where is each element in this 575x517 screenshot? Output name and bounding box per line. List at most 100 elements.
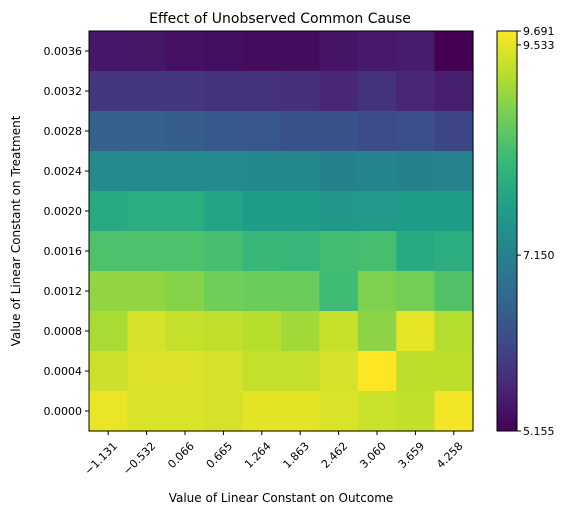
x-tick-label: 2.462 (319, 440, 350, 471)
heatmap-cell (127, 271, 167, 312)
colorbar-tick-label: 9.533 (523, 39, 555, 52)
heatmap-cell (127, 191, 167, 232)
heatmap-cell (396, 231, 436, 272)
heatmap-cell (281, 111, 320, 152)
heatmap-cell (242, 151, 282, 192)
x-tick-label: −0.532 (120, 440, 158, 478)
heatmap-cell (281, 391, 320, 432)
colorbar-tick-label: 9.691 (523, 25, 555, 38)
heatmap-cell (319, 231, 359, 272)
heatmap-cell (357, 311, 397, 352)
heatmap-cell (357, 391, 397, 432)
x-tick-label: 4.258 (434, 440, 465, 471)
heatmap-cell (357, 191, 397, 232)
heatmap-cell (89, 391, 128, 432)
y-tick-label: 0.0024 (44, 165, 83, 178)
heatmap-cell (396, 31, 436, 72)
heatmap-cell (242, 191, 282, 232)
heatmap-cell (396, 311, 436, 352)
heatmap-cell (165, 111, 205, 152)
heatmap-cell (89, 351, 128, 392)
heatmap-cell (242, 271, 282, 312)
heatmap-cell (204, 71, 244, 112)
heatmap-cell (357, 151, 397, 192)
heatmap-cell (434, 231, 474, 272)
heatmap-cell (165, 391, 205, 432)
colorbar-tick-label: 7.150 (523, 249, 555, 262)
y-tick-label: 0.0012 (44, 285, 83, 298)
heatmap-cell (281, 31, 320, 72)
x-tick-label: 0.066 (165, 440, 196, 471)
y-tick-label: 0.0036 (44, 45, 83, 58)
heatmap-cell (242, 111, 282, 152)
heatmap-cell (204, 391, 244, 432)
heatmap-cell (165, 231, 205, 272)
colorbar (496, 30, 518, 432)
heatmap-cell (89, 111, 128, 152)
heatmap-cell (434, 191, 474, 232)
heatmap-cell (434, 351, 474, 392)
x-tick-label: 0.665 (204, 440, 235, 471)
x-axis-ticks: −1.131 −0.532 0.066 0.665 1.264 1.863 2.462 3.0… (82, 431, 466, 478)
heatmap-cell (165, 191, 205, 232)
heatmap-cell (357, 111, 397, 152)
y-tick-label: 0.0016 (44, 245, 83, 258)
heatmap-cell (127, 351, 167, 392)
heatmap-cell (319, 111, 359, 152)
heatmap-cell (319, 391, 359, 432)
heatmap-cell (89, 271, 128, 312)
x-tick-label: 1.264 (242, 440, 273, 471)
heatmap-cell (434, 31, 474, 72)
y-tick-label: 0.0000 (44, 405, 83, 418)
heatmap-cell (127, 31, 167, 72)
heatmap-cell (165, 71, 205, 112)
heatmap-cell (281, 71, 320, 112)
chart-title: Effect of Unobserved Common Cause (149, 11, 411, 27)
x-tick-label: 1.863 (281, 440, 312, 471)
heatmap-cells (89, 31, 474, 432)
heatmap-cell (434, 111, 474, 152)
y-tick-label: 0.0028 (44, 125, 83, 138)
heatmap-cell (319, 311, 359, 352)
heatmap-cell (204, 111, 244, 152)
colorbar-tick-label: 5.155 (523, 425, 555, 438)
heatmap-cell (165, 151, 205, 192)
heatmap-cell (396, 191, 436, 232)
heatmap-cell (127, 71, 167, 112)
heatmap-cell (319, 271, 359, 312)
heatmap-cell (434, 71, 474, 112)
heatmap-cell (89, 151, 128, 192)
heatmap-cell (89, 191, 128, 232)
heatmap-cell (319, 31, 359, 72)
heatmap-cell (204, 271, 244, 312)
heatmap-cell (89, 31, 128, 72)
x-tick-label: 3.060 (357, 440, 388, 471)
heatmap-cell (319, 151, 359, 192)
heatmap-cell (89, 71, 128, 112)
heatmap-cell (165, 351, 205, 392)
heatmap-cell (127, 311, 167, 352)
heatmap-cell (165, 311, 205, 352)
heatmap-cell (242, 71, 282, 112)
heatmap-cell (319, 191, 359, 232)
heatmap-cell (319, 351, 359, 392)
heatmap-cell (357, 271, 397, 312)
heatmap-cell (357, 31, 397, 72)
heatmap-cell (242, 231, 282, 272)
heatmap-cell (281, 191, 320, 232)
heatmap-cell (89, 311, 128, 352)
heatmap-cell (281, 351, 320, 392)
heatmap-cell (281, 231, 320, 272)
heatmap-cell (242, 311, 282, 352)
x-tick-label: 3.659 (396, 440, 427, 471)
plot-frame (88, 30, 474, 432)
heatmap-cell (319, 71, 359, 112)
heatmap-cell (281, 151, 320, 192)
heatmap-cell (396, 271, 436, 312)
heatmap-cell (204, 151, 244, 192)
y-tick-label: 0.0004 (44, 365, 83, 378)
heatmap-cell (396, 351, 436, 392)
heatmap-cell (242, 391, 282, 432)
heatmap-cell (204, 311, 244, 352)
